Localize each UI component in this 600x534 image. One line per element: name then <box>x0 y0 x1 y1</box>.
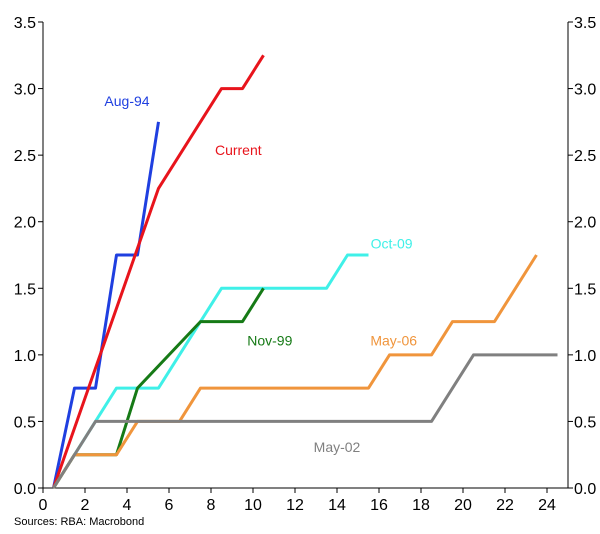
x-tick-label: 10 <box>244 497 262 514</box>
series-line-current <box>52 54 265 489</box>
y-tick-label-right: 1.5 <box>574 281 596 298</box>
x-tick-label: 8 <box>207 497 216 514</box>
y-tick-label-left: 0.5 <box>14 414 36 431</box>
x-tick-label: 18 <box>412 497 430 514</box>
y-tick-label-right: 3.5 <box>574 15 596 32</box>
series-label-oct-09: Oct-09 <box>371 235 413 251</box>
y-tick-label-right: 2.5 <box>574 148 596 165</box>
y-tick-label-right: 1.0 <box>574 348 596 365</box>
source-note: Sources: RBA: Macrobond <box>14 516 145 528</box>
x-tick-label: 20 <box>454 497 472 514</box>
y-tick-label-left: 3.5 <box>14 15 36 32</box>
x-tick-label: 16 <box>370 497 388 514</box>
series-label-current: Current <box>215 142 262 158</box>
y-tick-label-left: 1.5 <box>14 281 36 298</box>
series-line-aug-94 <box>52 121 160 489</box>
series-labels-group: Aug-94 Current Oct-09 Nov-99 May-06 May-02 <box>104 93 417 455</box>
y-tick-label-right: 0.5 <box>574 414 596 431</box>
x-tick-label: 14 <box>328 497 346 514</box>
x-tick-label: 22 <box>496 497 514 514</box>
series-label-may-06: May-06 <box>370 333 417 349</box>
series-line-may-02 <box>52 353 558 489</box>
y-tick-label-left: 1.0 <box>14 348 36 365</box>
series-lines-group <box>52 54 558 489</box>
x-tick-label: 0 <box>39 497 48 514</box>
series-label-may-02: May-02 <box>314 439 361 455</box>
y-tick-label-right: 0.0 <box>574 481 596 498</box>
x-tick-label: 6 <box>165 497 174 514</box>
x-tick-label: 12 <box>286 497 304 514</box>
y-tick-label-right: 2.0 <box>574 215 596 232</box>
y-tick-label-left: 3.0 <box>14 82 36 99</box>
y-tick-label-left: 0.0 <box>14 481 36 498</box>
series-label-aug-94: Aug-94 <box>104 93 149 109</box>
y-tick-label-right: 3.0 <box>574 82 596 99</box>
axes-group <box>42 22 569 489</box>
series-line-oct-09 <box>52 253 369 489</box>
x-tick-label: 24 <box>538 497 556 514</box>
x-tick-label: 2 <box>81 497 90 514</box>
ticks-group: 0.0 0.0 0.5 0.5 1.0 1.0 1.5 1.5 2.0 2.0 2.5 2.5 3.0 3… <box>14 15 597 514</box>
series-line-may-06 <box>52 254 538 489</box>
y-tick-label-left: 2.0 <box>14 215 36 232</box>
x-tick-label: 4 <box>123 497 132 514</box>
series-label-nov-99: Nov-99 <box>247 333 292 349</box>
y-tick-label-left: 2.5 <box>14 148 36 165</box>
